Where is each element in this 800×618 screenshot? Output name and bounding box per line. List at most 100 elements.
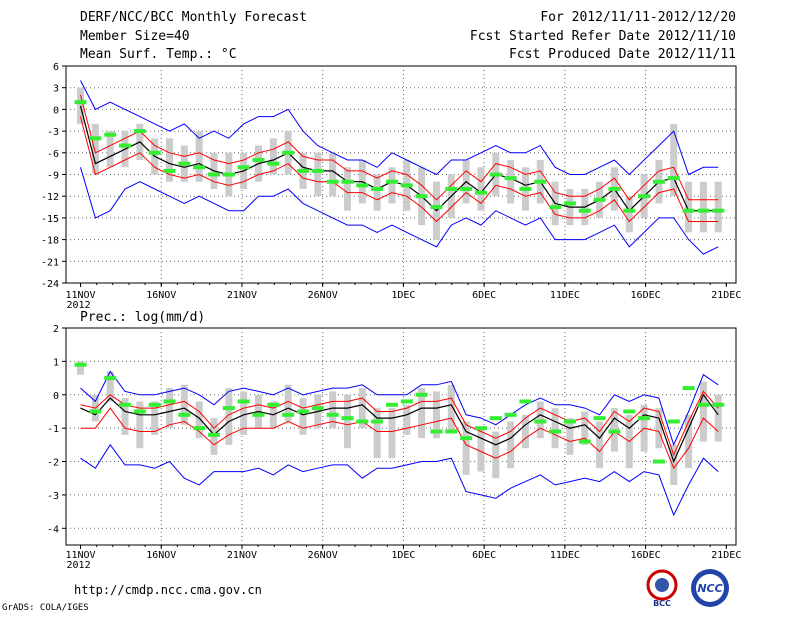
ensemble-box — [166, 388, 174, 429]
forecast-produced: Fcst Produced Date 2012/11/11 — [509, 47, 736, 62]
median-marker — [326, 179, 339, 184]
x-tick-label: 1DEC — [391, 550, 415, 561]
x-tick-label: 11DEC — [550, 550, 580, 561]
median-marker — [296, 409, 309, 414]
ensemble-box — [151, 401, 159, 435]
median-marker — [356, 419, 369, 424]
median-marker — [193, 165, 206, 170]
x-tick-label: 11NOV — [65, 550, 95, 561]
y-tick-label: -6 — [47, 149, 59, 160]
median-marker — [193, 426, 206, 431]
lower-blue-line — [80, 167, 719, 255]
y-tick-label: -3 — [47, 491, 59, 502]
forecast-period: For 2012/11/11-2012/12/20 — [540, 10, 736, 25]
y-tick-label: -21 — [41, 257, 59, 268]
median-marker — [682, 208, 695, 213]
ensemble-box — [670, 123, 678, 197]
ensemble-box — [121, 398, 129, 435]
median-marker — [178, 161, 191, 166]
ncc-logo-icon: NCC — [691, 569, 729, 607]
ensemble-box — [299, 398, 307, 435]
ensemble-box — [77, 87, 85, 124]
ensemble-box — [388, 167, 396, 204]
median-marker — [119, 402, 132, 407]
median-marker — [608, 429, 621, 434]
y-tick-label: -24 — [41, 279, 59, 290]
ensemble-box — [329, 152, 337, 197]
median-marker — [578, 208, 591, 213]
ensemble-box — [358, 388, 366, 429]
median-marker — [178, 412, 191, 417]
member-size: Member Size=40 — [80, 29, 190, 44]
median-marker — [430, 205, 443, 210]
ensemble-box — [714, 181, 722, 233]
median-marker — [341, 416, 354, 421]
panel1-variable: Mean Surf. Temp.: °C — [80, 47, 237, 62]
x-tick-label: 21NOV — [227, 550, 257, 561]
y-tick-label: -3 — [47, 127, 59, 138]
median-marker — [296, 168, 309, 173]
median-marker — [385, 179, 398, 184]
ensemble-box — [507, 421, 515, 469]
median-marker — [549, 205, 562, 210]
ensemble-box — [136, 401, 144, 449]
y-tick-label: -12 — [41, 192, 59, 203]
ensemble-box — [670, 444, 678, 485]
median-marker — [489, 172, 502, 177]
y-tick-label: -9 — [47, 171, 59, 182]
median-marker — [697, 402, 710, 407]
x-tick-label: 26NOV — [308, 290, 338, 301]
ensemble-box — [403, 404, 411, 435]
median-marker — [593, 416, 606, 421]
median-marker — [385, 402, 398, 407]
median-marker — [430, 429, 443, 434]
x-tick-label: 16NOV — [146, 550, 176, 561]
median-marker — [74, 362, 87, 367]
median-marker — [519, 399, 532, 404]
ensemble-box — [477, 428, 485, 472]
ensemble-box — [432, 391, 440, 439]
median-marker — [489, 416, 502, 421]
x-tick-label: 6DEC — [472, 550, 496, 561]
ensemble-box — [685, 414, 693, 469]
median-marker — [222, 172, 235, 177]
y-tick-label: -15 — [41, 214, 59, 225]
x-tick-label: 11NOV — [65, 290, 95, 301]
median-marker — [267, 161, 280, 166]
median-marker — [74, 100, 87, 105]
median-marker — [252, 412, 265, 417]
median-marker — [89, 409, 102, 414]
plot-frame — [65, 327, 737, 546]
ensemble-box — [314, 152, 322, 197]
median-marker — [237, 165, 250, 170]
upper-red-line — [80, 94, 719, 201]
ensemble-box — [699, 181, 707, 233]
median-marker — [133, 129, 146, 134]
ensemble-box — [343, 167, 351, 211]
median-marker — [608, 186, 621, 191]
median-marker — [697, 208, 710, 213]
y-tick-label: 6 — [53, 62, 59, 73]
upper-blue-line — [80, 80, 719, 176]
median-marker — [326, 412, 339, 417]
median-marker — [148, 402, 161, 407]
ensemble-box — [106, 371, 114, 402]
median-marker — [341, 179, 354, 184]
chart-title: DERF/NCC/BCC Monthly Forecast — [80, 10, 307, 25]
x-tick-label: 21DEC — [711, 550, 741, 561]
median-marker — [163, 399, 176, 404]
x-tick-label: 26NOV — [308, 550, 338, 561]
median-marker — [445, 429, 458, 434]
ensemble-box — [343, 394, 351, 449]
median-marker — [252, 158, 265, 163]
ensemble-box — [269, 138, 277, 175]
median-marker — [104, 376, 117, 381]
median-marker — [638, 194, 651, 199]
ensemble-mean-line — [79, 105, 719, 212]
median-marker — [163, 168, 176, 173]
median-marker — [311, 168, 324, 173]
ensemble-box — [625, 196, 633, 233]
median-marker — [578, 439, 591, 444]
ensemble-box — [699, 381, 707, 442]
footer-url[interactable]: http://cmdp.ncc.cma.gov.cn — [74, 583, 262, 597]
